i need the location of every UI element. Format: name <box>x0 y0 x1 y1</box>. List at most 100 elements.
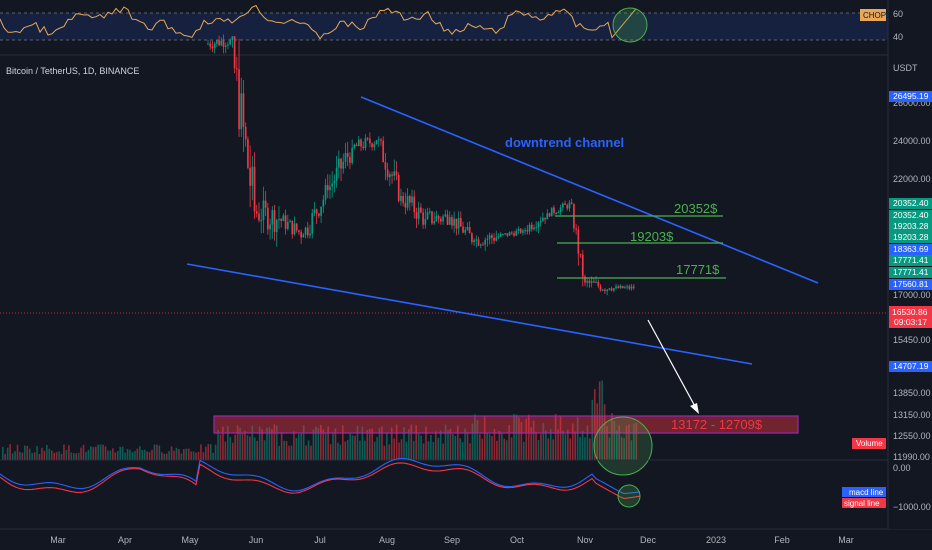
volume-bar <box>153 444 156 460</box>
candle-body <box>420 207 422 213</box>
candle-body <box>275 220 278 232</box>
volume-bar <box>332 433 334 460</box>
candle-body <box>238 69 240 130</box>
candle-body <box>477 239 480 246</box>
symbol-title[interactable]: Bitcoin / TetherUS, 1D, BINANCE <box>6 66 139 76</box>
volume-bar <box>354 435 356 460</box>
volume-bar <box>165 453 168 460</box>
candle-body <box>424 219 427 225</box>
volume-bar <box>9 444 11 460</box>
candle-body <box>610 288 613 291</box>
volume-bar <box>231 442 234 460</box>
lower-trendline[interactable] <box>186 263 753 365</box>
volume-bar <box>60 453 63 460</box>
price-tick: 13150.00 <box>893 410 931 420</box>
candle-body <box>271 210 274 225</box>
price-tag-label: 20352.40 <box>893 198 929 208</box>
volume-bar <box>55 452 58 460</box>
volume-bar <box>505 440 508 460</box>
price-tag <box>889 279 932 290</box>
last-price-tag[interactable] <box>889 306 932 328</box>
volume-bar <box>576 417 579 460</box>
volume-bar <box>141 449 144 460</box>
volume-bar <box>275 425 278 460</box>
volume-bar <box>190 451 192 460</box>
candle-body <box>599 286 602 291</box>
volume-bar <box>241 432 244 460</box>
volume-bar <box>46 444 48 460</box>
price-tick: 17000.00 <box>893 290 931 300</box>
candle-body <box>320 206 322 216</box>
candle-body <box>373 144 376 148</box>
volume-bar <box>432 442 435 460</box>
volume-bar <box>366 429 369 460</box>
volume-bar <box>278 445 281 460</box>
volume-bar <box>501 433 503 460</box>
candle-body <box>384 162 387 170</box>
volume-bar <box>168 451 170 460</box>
volume-bar <box>613 421 616 460</box>
volume-bar <box>611 413 613 460</box>
volume-bar <box>77 452 80 460</box>
candle-body <box>364 138 367 148</box>
volume-bar <box>437 437 440 460</box>
level-label-20352: 20352$ <box>674 201 718 216</box>
volume-bar <box>271 429 273 460</box>
candle-body <box>597 281 600 287</box>
x-axis-label: Aug <box>379 535 395 545</box>
candle-body <box>380 139 382 141</box>
candle-body <box>466 226 469 230</box>
candle-body <box>251 166 254 186</box>
volume-bar <box>430 435 432 460</box>
candle-body <box>357 139 360 147</box>
candle-body <box>568 202 571 209</box>
candle-body <box>608 288 611 290</box>
candle-body <box>300 231 302 238</box>
volume-bar <box>427 441 430 460</box>
price-tags: 26495.1920352.4020352.4019203.2819203.28… <box>889 91 932 372</box>
support-zone[interactable] <box>213 415 799 434</box>
candle-body <box>273 210 276 232</box>
candle-body <box>437 216 440 219</box>
candle-body <box>311 212 314 234</box>
candle-body <box>433 221 436 224</box>
candle-body <box>224 45 227 47</box>
candle-body <box>499 234 502 237</box>
candle-body <box>593 281 595 283</box>
price-tag-label: 19203.28 <box>893 221 929 231</box>
candle-body <box>546 213 549 220</box>
candle-body <box>542 217 544 222</box>
candle-body <box>595 281 597 283</box>
volume-bar <box>104 446 107 460</box>
candle-body <box>530 224 533 230</box>
candle-body <box>293 223 296 235</box>
candle-body <box>240 93 243 130</box>
volume-bar <box>175 447 178 460</box>
price-tick: 22000.00 <box>893 174 931 184</box>
candle-body <box>355 144 358 147</box>
candle-body <box>318 213 320 216</box>
candle-body <box>581 254 584 277</box>
volume-bar <box>523 441 525 460</box>
candle-body <box>493 237 495 241</box>
macd-legend-label: macd line <box>849 488 884 497</box>
volume-bar <box>180 453 183 460</box>
volume-bar <box>116 451 119 460</box>
candle-body <box>615 286 617 289</box>
volume-bar <box>464 428 466 460</box>
volume-bar <box>395 424 398 460</box>
chop-tick-60: 60 <box>893 9 903 19</box>
volume-bar <box>41 447 43 460</box>
last-price-value: 16530.86 <box>892 307 928 317</box>
candle-body <box>621 285 624 289</box>
volume-bar <box>173 450 175 460</box>
candle-body <box>262 200 265 221</box>
upper-trendline[interactable] <box>360 96 819 284</box>
volume-bar <box>493 429 496 460</box>
volume-bar <box>136 448 139 460</box>
volume-bar <box>80 447 82 460</box>
volume-bar <box>227 426 229 460</box>
candle-body <box>548 213 551 217</box>
candle-body <box>386 169 389 177</box>
